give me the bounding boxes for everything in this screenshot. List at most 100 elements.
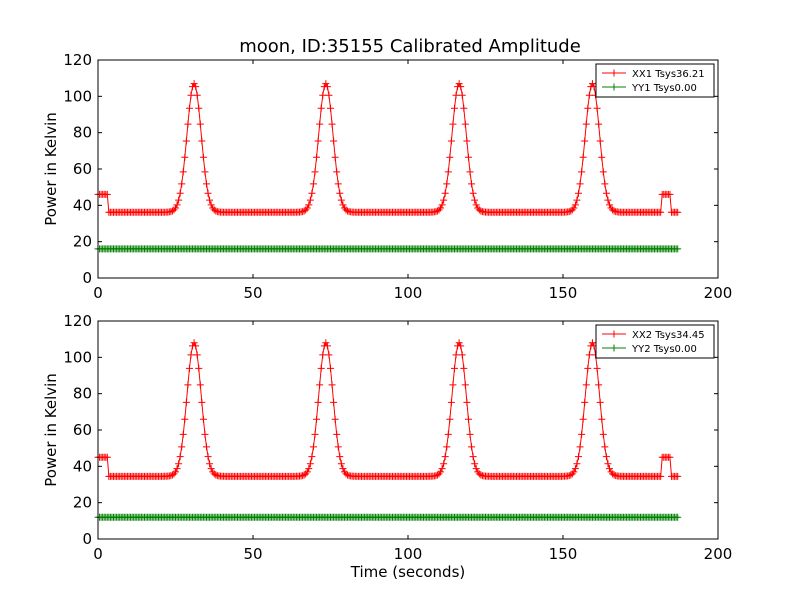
data-point [443,180,451,188]
data-point [316,120,324,128]
data-point [167,208,175,216]
series-markers [94,339,682,480]
data-point [433,207,441,215]
chart-2: 0 50 100 150 200 0 20 40 60 80 100 120 Power in Kelv… [42,312,732,581]
data-point [305,201,313,209]
data-point [204,189,212,197]
data-point [327,364,334,372]
data-point [308,453,316,461]
data-point [567,207,575,215]
data-point [192,83,200,91]
data-point [666,453,674,461]
data-point [657,208,665,216]
data-point [303,468,311,476]
data-point [477,207,485,215]
data-point [336,189,344,197]
x-tick-label: 100 [394,545,423,563]
data-point [610,207,618,215]
data-point [316,381,324,389]
data-point [179,430,187,438]
data-point [103,190,111,198]
legend-item: YY1 Tsys0.00 [602,83,697,94]
y-tick-label: 0 [82,530,92,548]
data-point [438,465,446,473]
data-point [185,364,193,372]
data-point [306,460,314,468]
data-point [468,443,476,451]
data-point [579,415,587,423]
series-line [98,82,678,213]
data-point [437,468,445,476]
data-point [323,342,331,350]
x-tick-label: 100 [394,284,423,302]
series-markers [94,513,682,521]
data-point [582,381,590,389]
data-point [185,104,193,112]
data-point [674,472,682,480]
data-point [452,351,460,359]
data-point [190,339,198,347]
data-point [314,398,322,406]
data-point [447,398,455,406]
y-tick-label: 60 [73,160,92,178]
data-point [469,189,477,197]
data-point [337,460,345,468]
data-point [458,91,466,99]
data-point [325,91,333,99]
data-point [313,415,321,423]
data-point [175,460,183,468]
data-point [207,465,215,473]
y-tick-label: 100 [63,348,92,366]
data-point [207,201,215,209]
data-point [210,470,218,478]
data-point [344,207,352,215]
data-point [196,120,204,128]
data-point [199,415,207,423]
legend-box [595,63,715,98]
data-point [452,91,460,99]
data-point [475,470,483,478]
data-point [206,196,214,204]
y-tick-label: 80 [73,124,92,142]
data-point [176,189,184,197]
data-point [610,471,618,479]
x-tick-label: 150 [549,545,578,563]
data-point [444,168,452,176]
data-point [444,430,452,438]
data-point [596,137,604,145]
data-point [303,204,311,212]
data-point [461,381,469,389]
y-tick-label: 0 [82,269,92,287]
data-point [313,153,321,161]
data-point [604,460,612,468]
data-point [571,201,579,209]
data-point [602,453,610,461]
y-axis-label: Power in Kelvin [42,373,60,487]
data-point [599,430,607,438]
data-point [187,351,195,359]
series-1 [94,80,682,216]
data-point [334,180,342,188]
data-point [306,196,314,204]
data-point [198,137,206,145]
data-point [581,137,589,145]
data-point [455,80,463,88]
series-2 [94,513,682,521]
data-point [657,472,665,480]
ticks [97,59,719,279]
data-point [440,460,448,468]
data-point [585,91,593,99]
data-point [309,443,317,451]
data-point [579,153,587,161]
data-point [475,206,483,214]
data-point [175,196,183,204]
data-point [575,189,582,197]
legend-item: XX1 Tsys36.21 [602,69,705,80]
data-point [334,443,342,451]
legend-marker [610,344,618,352]
data-point [330,137,338,145]
data-point [437,204,445,212]
data-point [443,443,451,451]
data-point [182,398,190,406]
data-point [173,465,181,473]
